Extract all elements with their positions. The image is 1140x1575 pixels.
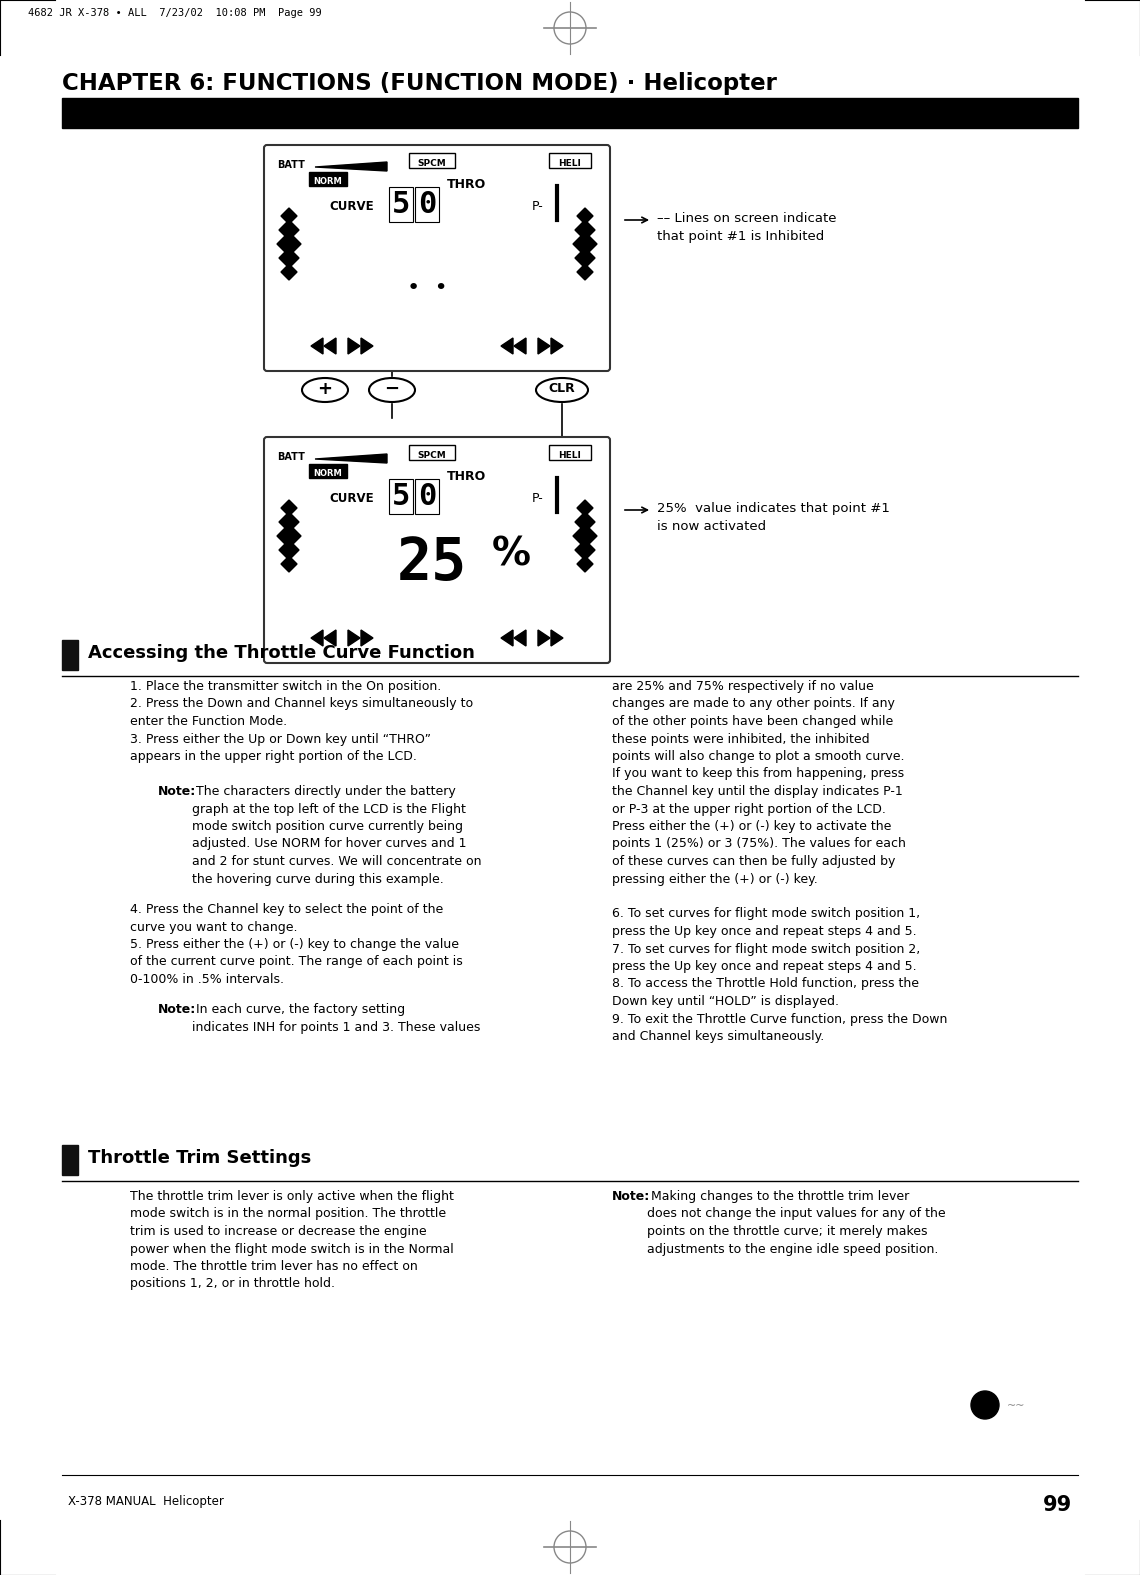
Text: Accessing the Throttle Curve Function: Accessing the Throttle Curve Function <box>88 644 475 662</box>
Polygon shape <box>577 208 593 224</box>
Text: +: + <box>318 380 333 398</box>
Text: Note:: Note: <box>158 784 196 799</box>
Text: are 25% and 75% respectively if no value
changes are made to any other points. I: are 25% and 75% respectively if no value… <box>612 680 947 1043</box>
Text: HELI: HELI <box>559 450 581 460</box>
Text: %: % <box>492 536 531 573</box>
Polygon shape <box>577 499 593 517</box>
Polygon shape <box>311 630 323 646</box>
Text: P-: P- <box>532 200 544 213</box>
Text: 1. Place the transmitter switch in the On position.
2. Press the Down and Channe: 1. Place the transmitter switch in the O… <box>130 680 473 762</box>
Polygon shape <box>361 630 373 646</box>
Text: 5: 5 <box>392 482 410 510</box>
Text: BATT: BATT <box>277 452 304 461</box>
Polygon shape <box>280 265 298 280</box>
Polygon shape <box>573 524 597 548</box>
Text: Note:: Note: <box>612 1191 650 1203</box>
Text: 5: 5 <box>392 191 410 219</box>
Polygon shape <box>279 221 299 239</box>
Bar <box>309 465 347 477</box>
Polygon shape <box>279 512 299 532</box>
Text: Throttle Trim Settings: Throttle Trim Settings <box>88 1150 311 1167</box>
Text: CLR: CLR <box>548 383 576 395</box>
Text: ~~: ~~ <box>1007 1402 1026 1411</box>
Polygon shape <box>500 630 513 646</box>
Polygon shape <box>573 232 597 257</box>
Polygon shape <box>311 339 323 354</box>
Text: BATT: BATT <box>277 161 304 170</box>
Text: P-: P- <box>532 491 544 506</box>
FancyBboxPatch shape <box>264 436 610 663</box>
Text: NORM: NORM <box>314 176 342 186</box>
Polygon shape <box>324 339 336 354</box>
Text: 25: 25 <box>397 536 467 592</box>
Text: CURVE: CURVE <box>329 200 374 213</box>
Polygon shape <box>575 247 595 268</box>
Bar <box>409 446 455 460</box>
Polygon shape <box>280 499 298 517</box>
Text: SPCM: SPCM <box>417 450 447 460</box>
Circle shape <box>971 1391 999 1419</box>
Text: 25%  value indicates that point #1
is now activated: 25% value indicates that point #1 is now… <box>657 502 890 532</box>
Polygon shape <box>361 339 373 354</box>
Polygon shape <box>277 524 301 548</box>
Bar <box>62 98 1078 128</box>
Text: Making changes to the throttle trim lever
does not change the input values for a: Making changes to the throttle trim leve… <box>648 1191 945 1255</box>
Polygon shape <box>575 540 595 561</box>
Polygon shape <box>348 339 360 354</box>
Text: 99: 99 <box>1043 1495 1072 1515</box>
Polygon shape <box>514 339 526 354</box>
Text: THRO: THRO <box>447 178 487 191</box>
Polygon shape <box>315 162 386 172</box>
Text: NORM: NORM <box>314 469 342 477</box>
Polygon shape <box>538 339 549 354</box>
Polygon shape <box>279 247 299 268</box>
Text: −: − <box>384 380 399 398</box>
Bar <box>409 153 455 169</box>
Ellipse shape <box>302 378 348 402</box>
Polygon shape <box>280 208 298 224</box>
FancyBboxPatch shape <box>264 145 610 372</box>
Polygon shape <box>575 512 595 532</box>
Polygon shape <box>280 556 298 572</box>
Polygon shape <box>538 630 549 646</box>
Text: 4682 JR X-378 • ALL  7/23/02  10:08 PM  Page 99: 4682 JR X-378 • ALL 7/23/02 10:08 PM Pag… <box>28 8 321 17</box>
Polygon shape <box>277 232 301 257</box>
Text: –– Lines on screen indicate
that point #1 is Inhibited: –– Lines on screen indicate that point #… <box>657 213 837 243</box>
Text: The throttle trim lever is only active when the flight
mode switch is in the nor: The throttle trim lever is only active w… <box>130 1191 454 1290</box>
Polygon shape <box>577 265 593 280</box>
Bar <box>549 446 591 460</box>
Polygon shape <box>500 339 513 354</box>
Text: CHAPTER 6: FUNCTIONS (FUNCTION MODE) · Helicopter: CHAPTER 6: FUNCTIONS (FUNCTION MODE) · H… <box>62 72 776 94</box>
Text: X-378 MANUAL  Helicopter: X-378 MANUAL Helicopter <box>68 1495 223 1507</box>
Polygon shape <box>551 630 563 646</box>
Ellipse shape <box>536 378 588 402</box>
Text: Note:: Note: <box>158 1003 196 1016</box>
Polygon shape <box>348 630 360 646</box>
Text: The characters directly under the battery
graph at the top left of the LCD is th: The characters directly under the batter… <box>192 784 481 885</box>
Ellipse shape <box>369 378 415 402</box>
Polygon shape <box>577 556 593 572</box>
Bar <box>62 639 78 669</box>
Bar <box>62 1145 78 1175</box>
Polygon shape <box>514 630 526 646</box>
Text: THRO: THRO <box>447 469 487 484</box>
Text: 0: 0 <box>418 482 437 510</box>
Text: •  •: • • <box>407 279 447 298</box>
Text: SPCM: SPCM <box>417 159 447 169</box>
Polygon shape <box>324 630 336 646</box>
Polygon shape <box>575 221 595 239</box>
Bar <box>309 172 347 186</box>
Polygon shape <box>315 454 386 463</box>
Polygon shape <box>551 339 563 354</box>
Polygon shape <box>279 540 299 561</box>
Text: HELI: HELI <box>559 159 581 169</box>
Bar <box>549 153 591 169</box>
Text: CURVE: CURVE <box>329 491 374 506</box>
Text: 4. Press the Channel key to select the point of the
curve you want to change.
5.: 4. Press the Channel key to select the p… <box>130 902 463 986</box>
Text: In each curve, the factory setting
indicates INH for points 1 and 3. These value: In each curve, the factory setting indic… <box>192 1003 480 1033</box>
Text: 0: 0 <box>418 191 437 219</box>
